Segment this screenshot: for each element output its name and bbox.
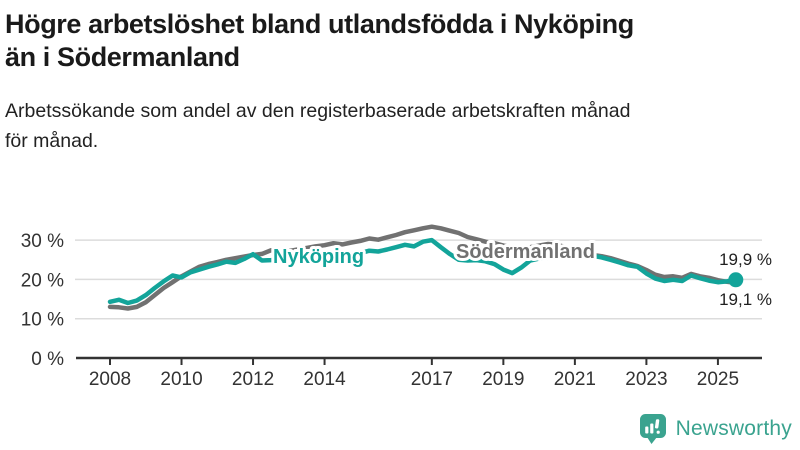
bar-chart-speech-bubble-icon bbox=[639, 414, 666, 444]
nykoping-end-value-label: 19,9 % bbox=[719, 250, 772, 269]
y-axis-tick-label: 20 % bbox=[21, 270, 64, 291]
x-axis-tick-label: 2012 bbox=[232, 369, 274, 390]
nykoping-series-line bbox=[107, 237, 739, 306]
x-axis-tick-label: 2021 bbox=[554, 369, 596, 390]
sodermanland-end-value-label: 19,1 % bbox=[719, 290, 772, 309]
x-axis-tick-label: 2023 bbox=[625, 369, 667, 390]
chart-subtitle: Arbetssökande som andel av den registerb… bbox=[5, 100, 631, 152]
chart-title: Högre arbetslöshet bland utlandsfödda i … bbox=[5, 9, 634, 72]
newsworthy-logo[interactable]: Newsworthy bbox=[638, 413, 792, 445]
y-axis-tick-label: 10 % bbox=[21, 310, 64, 331]
nykoping-series-label: Nyköping bbox=[273, 246, 364, 268]
sodermanland-series-label: Södermanland bbox=[456, 241, 595, 263]
line-chart-svg: 0 % 10 % 20 % 30 % 2008 2010 2012 2014 2017 2019 2… bbox=[21, 224, 772, 390]
line-chart: 0 % 10 % 20 % 30 % 2008 2010 2012 2014 2017 2019 2… bbox=[0, 213, 800, 408]
y-axis-tick-label: 0 % bbox=[31, 349, 64, 370]
x-axis-tick-label: 2019 bbox=[482, 369, 524, 390]
newsworthy-wordmark: Newsworthy bbox=[675, 417, 792, 440]
x-axis-tick-label: 2008 bbox=[89, 369, 131, 390]
x-axis-tick-label: 2017 bbox=[411, 369, 453, 390]
nykoping-series-end-dot bbox=[728, 272, 744, 288]
y-axis-tick-label: 30 % bbox=[21, 231, 64, 252]
x-axis-tick-label: 2014 bbox=[303, 369, 346, 390]
x-axis-tick-label: 2025 bbox=[697, 369, 739, 390]
x-axis-tick-label: 2010 bbox=[160, 369, 202, 390]
